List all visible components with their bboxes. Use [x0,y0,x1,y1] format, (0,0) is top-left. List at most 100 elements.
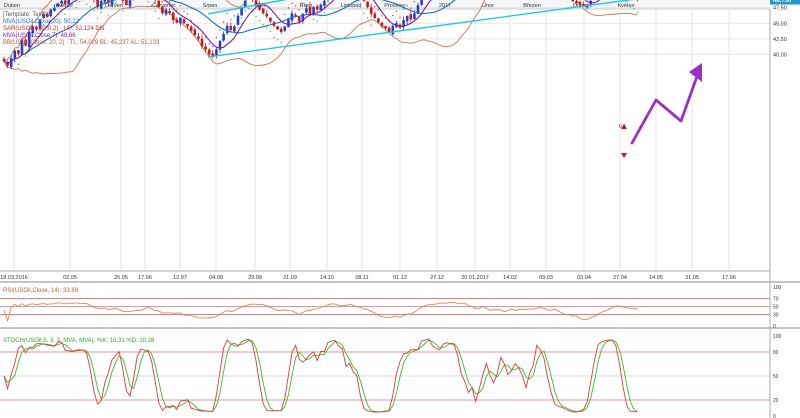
candle-body [200,38,204,47]
sar-dot [410,7,412,9]
candle-body [197,36,200,39]
stoch-legend: STOCH(USOil,5, 3, 3, MVA, MVA): %K: 10,3… [3,338,155,344]
sar-dot [399,16,401,19]
candle-body [204,46,207,50]
stoch-pane: 0 20 50 80 100 [0,334,782,418]
candle-body [287,19,290,28]
candle-body [420,0,423,5]
candle-body [301,13,305,22]
sar-dot [226,12,228,15]
rsi-tick-label: 100 [773,285,782,291]
candle-body [13,50,17,59]
sar-dot [78,0,81,3]
date-tick-label: 03.04 [577,275,591,281]
date-tick-label: 01.12 [393,275,407,281]
candle-body [362,0,366,1]
candle-body [218,40,222,50]
sar-dot [633,8,635,10]
sar-dot [168,0,171,3]
moving-averages [3,0,601,65]
candle-body [369,7,373,14]
month-label: Březen [523,3,540,9]
sar-dot [262,23,264,26]
sar-dot [96,17,99,19]
candle-body [27,31,31,48]
candle-body [175,19,179,23]
candle-body [279,28,283,32]
mva20-line [3,0,456,65]
candle-body [171,12,175,21]
candle-body [233,26,236,32]
sar-dot [150,4,153,7]
sar-dot [284,13,286,16]
mva7-line [3,0,601,65]
date-tick-label: 14.05 [649,275,663,281]
candle-body [319,4,323,11]
candle-body [409,14,413,20]
sar-dot [179,5,182,7]
sar-dot [294,5,297,7]
main-legend: [Template: Test02] MVA(USOil,Close,20): … [3,12,160,46]
date-tick-label: 17.06 [138,275,152,281]
month-label: Červenec [152,2,176,9]
bollinger-lower-band [3,0,638,75]
sar-dot [158,17,160,20]
sar-dot [147,1,149,3]
sar-dot [208,43,210,45]
stoch-tick-label: 0 [773,414,776,418]
annotation-marker-bottom [621,153,627,158]
sar-dot [302,2,304,5]
channel-lower-line [207,0,634,58]
candle-body [405,15,409,22]
candle-body [413,13,416,20]
candle-body [297,16,301,22]
date-tick-label: 31.05 [685,275,699,281]
sar-dot [316,20,318,22]
candle-body [240,7,243,16]
candle-body [56,3,60,7]
candle-body [265,13,269,17]
stoch-tick-label: 80 [773,350,779,356]
price-tag[interactable]: 48,730 [770,0,800,5]
sar-dot [370,24,372,26]
sar-dot [215,36,218,39]
candle-body [96,0,99,8]
date-tick-label: 21.09 [283,275,297,281]
bollinger-bands [3,0,638,75]
candle-body [283,26,287,31]
date-tick-label: 04.08 [209,275,223,281]
sar-dot [233,15,236,17]
sar-dot [161,0,164,3]
candle-body [110,0,114,5]
sar-dot [381,15,383,17]
date-tick-label: 27.04 [613,275,627,281]
rsi-line [3,301,638,323]
sar-dot [42,24,45,26]
sar-dot [100,11,102,14]
sar-dot [273,36,275,39]
legend-template: [Template: Test02] [3,12,52,18]
candle-body [60,0,63,4]
candle-body [215,49,218,56]
candle-body [63,0,67,4]
last-price-tag [770,0,800,5]
candle-body [168,11,171,14]
last-price-value: 48,730 [773,0,792,4]
stoch-k-line [3,338,638,413]
stoch-tick-label: 50 [773,374,779,380]
candle-body [125,0,128,6]
candle-body [308,6,312,14]
candle-body [380,22,384,27]
sar-dot [363,12,365,14]
candle-body [121,0,125,1]
candle-body [179,17,182,24]
sar-dot [176,9,178,12]
candle-body [35,27,38,30]
month-label: Červen [105,2,123,9]
candle-body [164,9,168,15]
date-tick-label: 09.03 [539,275,553,281]
candle-body [207,49,211,55]
candle-body [229,25,233,31]
date-tick-label: 20.01.2017 [461,275,489,281]
